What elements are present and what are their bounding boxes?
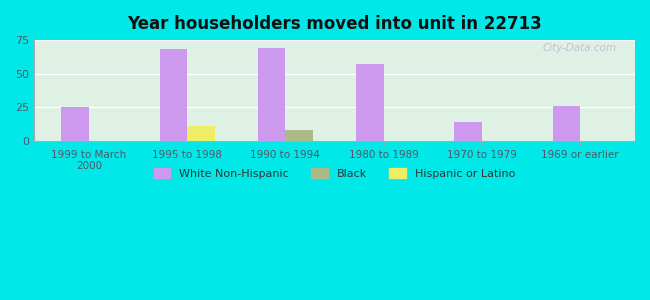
Title: Year householders moved into unit in 22713: Year householders moved into unit in 227… xyxy=(127,15,542,33)
Bar xyxy=(356,64,384,141)
Text: City-Data.com: City-Data.com xyxy=(543,43,617,53)
Bar xyxy=(61,107,89,141)
Bar xyxy=(454,122,482,141)
Bar xyxy=(159,50,187,141)
Legend: White Non-Hispanic, Black, Hispanic or Latino: White Non-Hispanic, Black, Hispanic or L… xyxy=(150,164,520,183)
Bar xyxy=(258,48,285,141)
Bar xyxy=(552,106,580,141)
Bar xyxy=(285,130,313,141)
Bar xyxy=(187,126,214,141)
